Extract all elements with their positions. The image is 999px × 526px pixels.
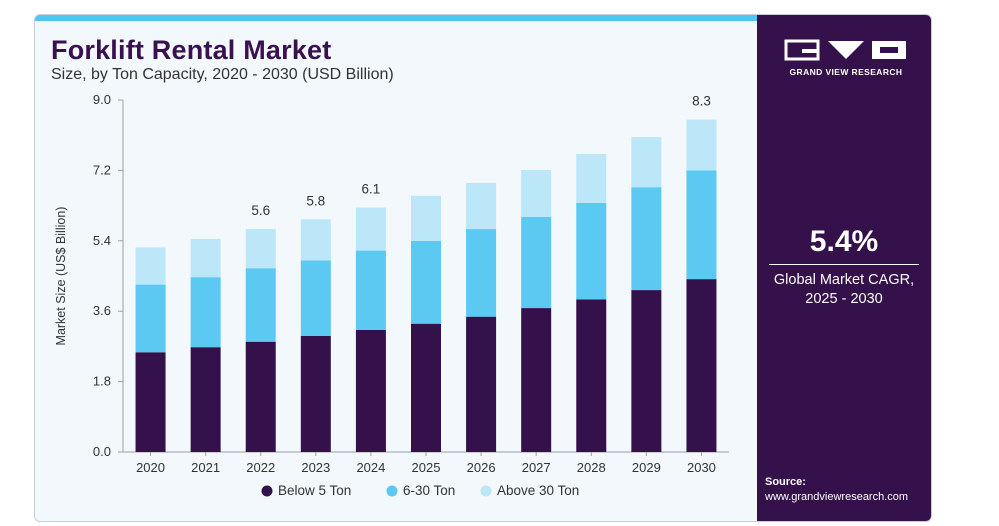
y-axis-title: Market Size (US$ Billion)	[54, 207, 68, 346]
legend-label-above-30-ton: Above 30 Ton	[497, 483, 579, 498]
legend-marker-above-30-ton	[480, 485, 492, 497]
cagr-label: Global Market CAGR, 2025 - 2030	[757, 271, 931, 309]
y-tick-label: 0.0	[93, 444, 111, 459]
bar-segment-above-30-ton-2027	[521, 170, 552, 217]
bar-segment-6-30-ton-2030	[686, 170, 717, 280]
bar-segment-6-30-ton-2020	[135, 284, 166, 353]
bar-segment-below-5-ton-2028	[576, 299, 607, 452]
source-title: Source:	[765, 476, 806, 488]
summary-panel: GRAND VIEW RESEARCH 5.4% Global Market C…	[757, 15, 931, 521]
stacked-bar-chart: 0.0 1.8 3.6 5.4 7.2 9.0 Market Size (US$ Billi…	[54, 92, 729, 498]
bar-segment-above-30-ton-2030	[686, 119, 717, 171]
y-tick-label: 3.6	[93, 303, 111, 318]
x-tick-label: 2027	[522, 460, 551, 475]
x-tick-label: 2022	[246, 460, 275, 475]
bar-segment-below-5-ton-2022	[245, 341, 276, 452]
y-tick-label: 7.2	[93, 162, 111, 177]
bar-segment-below-5-ton-2025	[411, 323, 441, 452]
bar-segment-6-30-ton-2027	[521, 216, 552, 309]
bar-segment-6-30-ton-2023	[300, 260, 331, 336]
bar-segment-above-30-ton-2020	[135, 247, 166, 285]
bar-segment-6-30-ton-2024	[355, 250, 386, 330]
cagr-label-line2: 2025 - 2030	[805, 291, 883, 307]
chart-panel: Forklift Rental Market Size, by Ton Capa…	[35, 15, 757, 521]
x-tick-label: 2029	[632, 460, 661, 475]
bar-segment-below-5-ton-2026	[466, 316, 497, 452]
legend-marker-below-5-ton	[261, 485, 273, 497]
bar-segment-above-30-ton-2028	[576, 153, 607, 203]
x-tick-label: 2028	[577, 460, 606, 475]
bar-segment-below-5-ton-2029	[631, 290, 662, 452]
bar-segment-below-5-ton-2023	[300, 335, 331, 452]
bar-segment-6-30-ton-2026	[466, 229, 497, 317]
x-tick-label: 2024	[356, 460, 385, 475]
y-tick-label: 9.0	[93, 92, 111, 107]
data-label-2030: 8.3	[692, 94, 711, 109]
bar-segment-above-30-ton-2022	[245, 229, 276, 269]
bar-segment-6-30-ton-2021	[190, 277, 221, 348]
y-tick-label: 1.8	[93, 374, 111, 389]
bar-segment-above-30-ton-2021	[190, 238, 221, 278]
source-url[interactable]: www.grandviewresearch.com	[765, 491, 909, 503]
brand-name: GRAND VIEW RESEARCH	[789, 67, 903, 77]
cagr-divider	[769, 264, 919, 265]
x-tick-label: 2021	[191, 460, 220, 475]
accent-bar	[35, 15, 757, 21]
bar-segment-6-30-ton-2028	[576, 202, 607, 300]
logo-mark	[784, 39, 906, 61]
grand-view-research-logo-icon: GRAND VIEW RESEARCH	[784, 39, 908, 77]
legend-marker-6-30-ton	[386, 485, 398, 497]
bar-segment-below-5-ton-2020	[135, 352, 166, 452]
bar-segment-above-30-ton-2029	[631, 137, 662, 188]
data-label-2024: 6.1	[362, 182, 381, 197]
x-tick-label: 2030	[687, 460, 716, 475]
cagr-value: 5.4%	[809, 225, 879, 258]
bar-segment-above-30-ton-2024	[355, 207, 386, 251]
bar-segment-above-30-ton-2025	[411, 195, 441, 241]
data-label-2022: 5.6	[251, 203, 270, 218]
legend-label-below-5-ton: Below 5 Ton	[278, 483, 351, 498]
data-label-2023: 5.8	[306, 193, 325, 208]
bar-segment-above-30-ton-2026	[466, 182, 497, 230]
bar-segment-6-30-ton-2022	[245, 268, 276, 342]
chart-subtitle: Size, by Ton Capacity, 2020 - 2030 (USD …	[51, 66, 394, 83]
x-tick-label: 2023	[301, 460, 330, 475]
x-tick-label: 2026	[467, 460, 496, 475]
bar-segment-6-30-ton-2025	[411, 240, 441, 324]
cagr-label-line1: Global Market CAGR,	[773, 272, 915, 288]
x-tick-label: 2020	[136, 460, 165, 475]
y-tick-label: 5.4	[93, 233, 111, 248]
x-tick-label: 2025	[412, 460, 441, 475]
bar-segment-below-5-ton-2021	[190, 347, 221, 452]
infographic-frame: Forklift Rental Market Size, by Ton Capa…	[34, 14, 932, 522]
bar-segment-6-30-ton-2029	[631, 187, 662, 291]
chart-title: Forklift Rental Market	[51, 35, 332, 65]
bar-segment-below-5-ton-2027	[521, 308, 552, 452]
legend-label-6-30-ton: 6-30 Ton	[403, 483, 455, 498]
bar-segment-below-5-ton-2024	[355, 329, 386, 452]
bar-segment-below-5-ton-2030	[686, 279, 717, 452]
bar-segment-above-30-ton-2023	[300, 219, 331, 261]
